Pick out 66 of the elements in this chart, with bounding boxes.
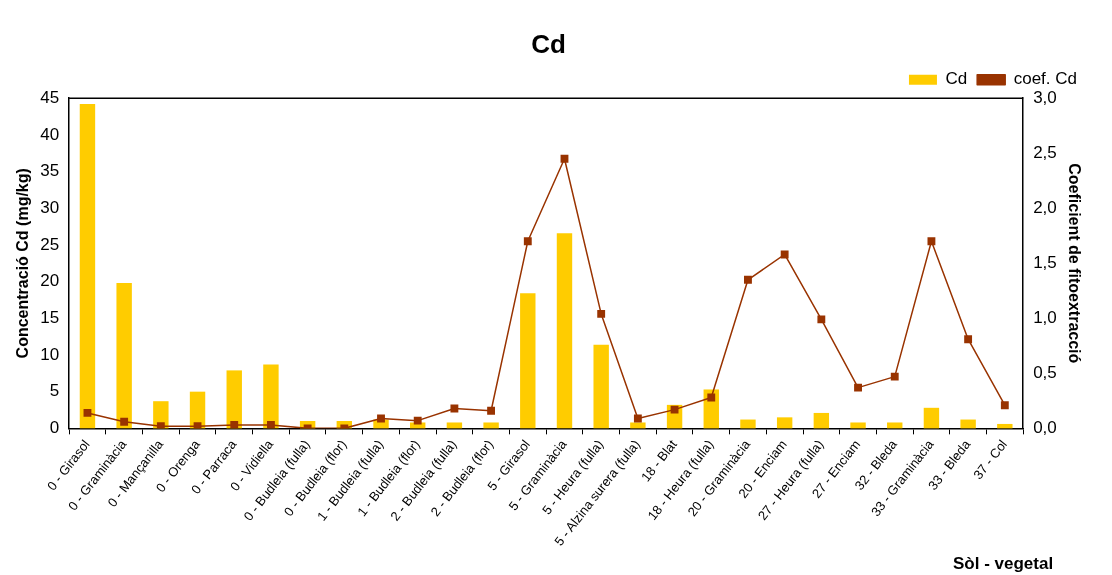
point [120,417,129,426]
point [156,422,165,429]
y-tick-label: 5 [49,381,60,401]
bar [850,422,866,429]
point [230,421,239,429]
point [670,405,679,414]
y-tick-label: 25 [40,234,60,254]
point [780,250,789,259]
x-axis-title: Sòl - vegetal [953,554,1054,574]
point [377,414,385,423]
y-tick-label: 35 [40,161,60,181]
y-tick-label: 15 [40,307,60,327]
y-tick-label: 40 [40,124,60,144]
point [487,406,496,415]
x-tick-label: 37 - Col [970,436,1011,483]
bar [556,233,573,429]
y2-tick-label: 0,5 [1033,363,1057,383]
bar [813,412,830,429]
point [890,372,899,381]
bar [630,422,646,429]
point [523,237,532,246]
y-axis-title: Concentració Cd (mg/kg) [14,168,32,359]
bar [226,370,242,429]
point [193,422,202,429]
y-tick-label: 30 [40,197,60,217]
y2-tick-label: 2,0 [1033,197,1057,217]
y-tick-label: 45 [40,87,60,107]
point [744,275,752,284]
point [927,237,936,246]
point [413,416,422,425]
bar [116,283,132,429]
y-tick-label: 0 [49,418,60,438]
chart-title: Cd [531,28,566,59]
point [267,421,275,429]
y2-tick-label: 3,0 [1033,87,1057,107]
legend-label: Cd [945,69,968,89]
point [633,414,642,423]
point [817,315,826,324]
y2-axis-title: Coeficient de fitoextracció [1065,163,1083,364]
bar [887,422,903,429]
y2-tick-label: 1,0 [1033,307,1057,327]
bar [446,422,463,429]
y-tick-label: 10 [40,344,60,364]
point [83,409,92,417]
y2-tick-label: 1,5 [1033,252,1057,272]
point [597,309,606,318]
y2-tick-label: 0,0 [1033,418,1057,438]
point [560,154,569,163]
bar [263,364,279,429]
y-tick-label: 20 [40,271,60,291]
point [1000,401,1009,410]
bar [79,104,96,429]
bar [776,417,793,429]
bar [923,407,940,429]
bar [960,419,976,429]
bar [483,422,499,429]
legend-label: coef. Cd [1013,69,1077,89]
bar [593,344,609,429]
y2-tick-label: 2,5 [1033,142,1057,162]
bar [520,293,536,429]
bar [740,419,756,429]
bar [997,423,1013,429]
point [450,404,459,413]
point [854,383,862,392]
point [964,335,973,344]
point [707,393,716,402]
